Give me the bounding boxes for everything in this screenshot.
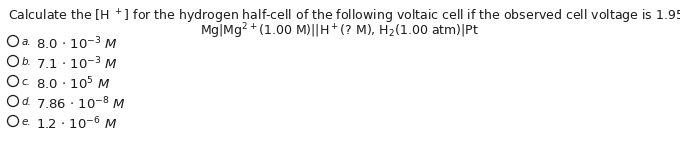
- Text: 7.1 $\cdot$ 10$^{-3}$ $M$: 7.1 $\cdot$ 10$^{-3}$ $M$: [36, 56, 118, 73]
- Text: 8.0 $\cdot$ 10$^{5}$ $M$: 8.0 $\cdot$ 10$^{5}$ $M$: [36, 76, 110, 93]
- Text: 7.86 $\cdot$ 10$^{-8}$ $M$: 7.86 $\cdot$ 10$^{-8}$ $M$: [36, 96, 126, 113]
- Text: a.: a.: [22, 37, 32, 47]
- Text: c.: c.: [22, 77, 31, 87]
- Text: Mg|Mg$^{2+}$(1.00 M)||H$^+$(? M), H$_2$(1.00 atm)|Pt: Mg|Mg$^{2+}$(1.00 M)||H$^+$(? M), H$_2$(…: [201, 21, 479, 41]
- Text: 8.0 $\cdot$ 10$^{-3}$ $M$: 8.0 $\cdot$ 10$^{-3}$ $M$: [36, 36, 118, 53]
- Text: Calculate the [H $^+$] for the hydrogen half-cell of the following voltaic cell : Calculate the [H $^+$] for the hydrogen …: [8, 8, 680, 26]
- Text: 1.2 $\cdot$ 10$^{-6}$ $M$: 1.2 $\cdot$ 10$^{-6}$ $M$: [36, 116, 117, 133]
- Text: d.: d.: [22, 97, 32, 107]
- Text: b.: b.: [22, 57, 32, 67]
- Text: e.: e.: [22, 117, 32, 127]
